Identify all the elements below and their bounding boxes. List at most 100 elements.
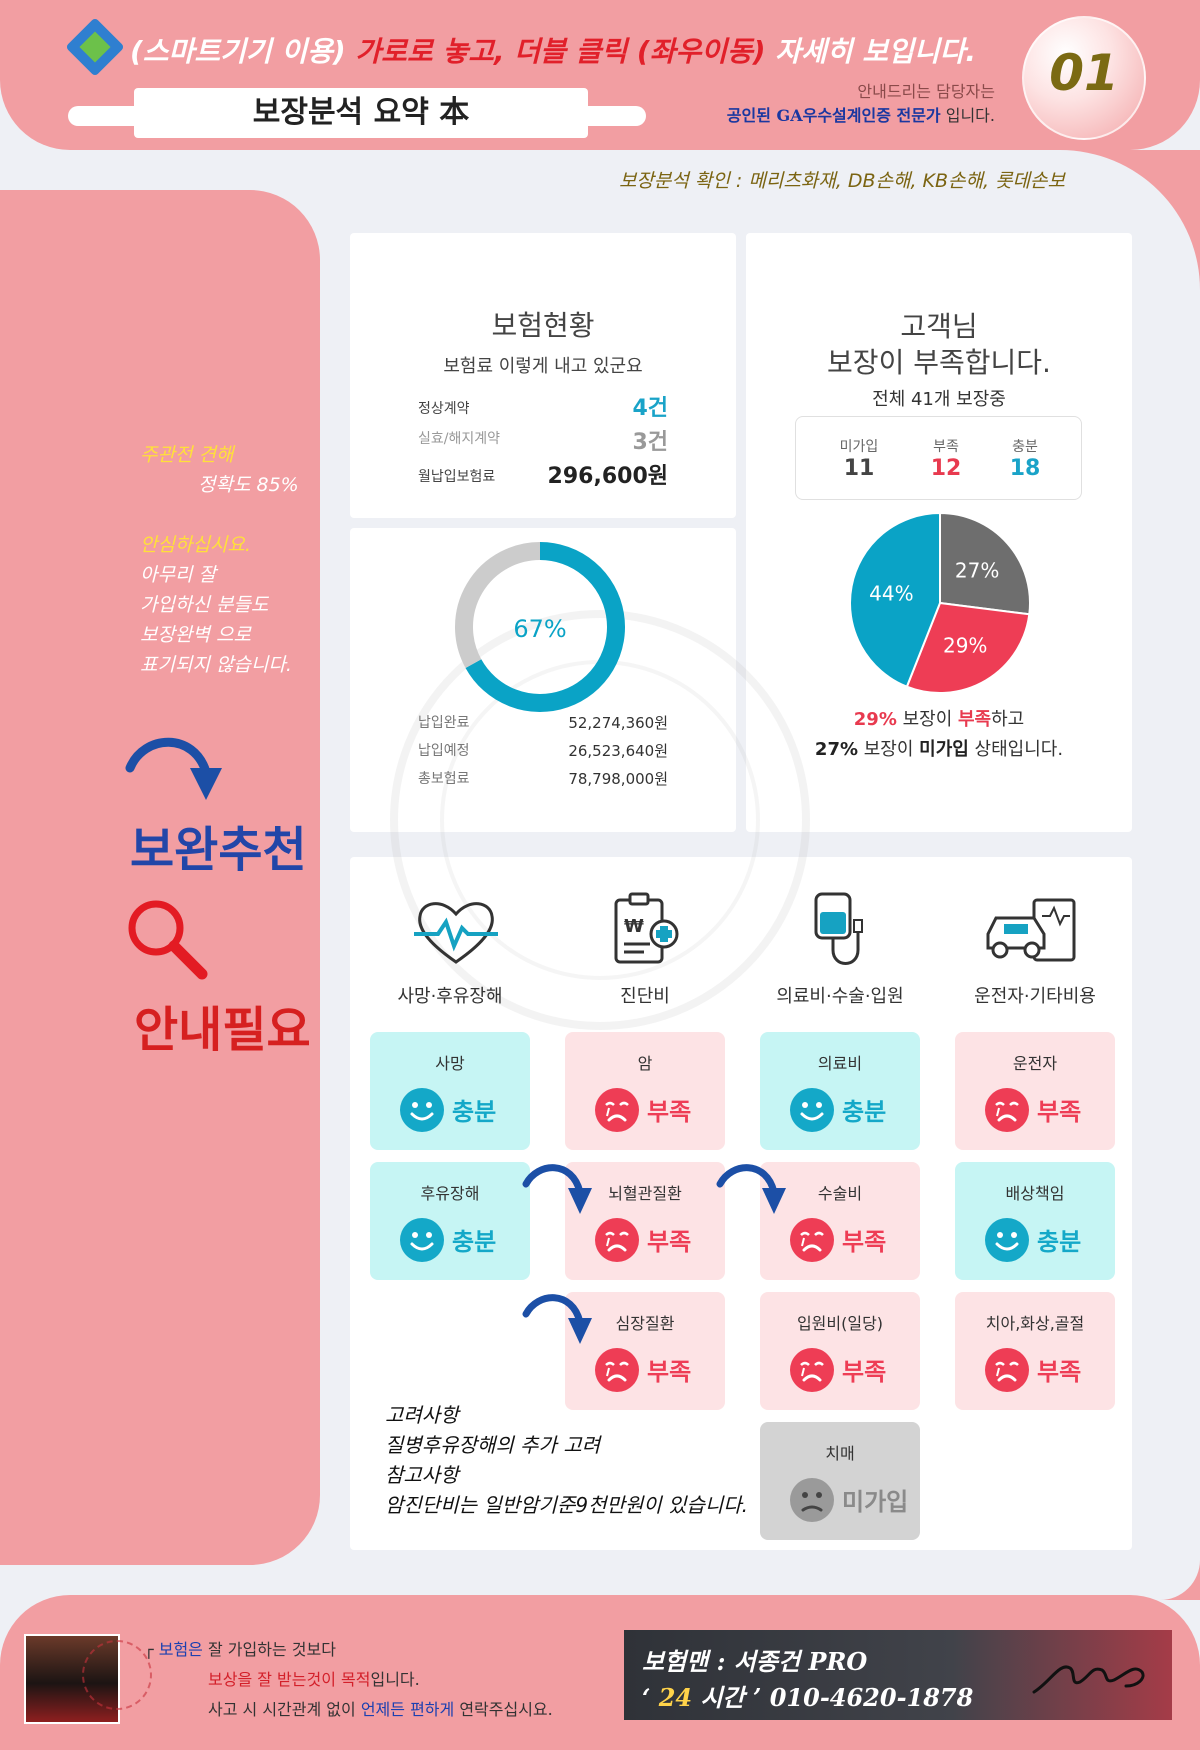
category-label: 운전자·기타비용 <box>974 986 1096 1007</box>
category-label: 진단비 <box>620 986 670 1007</box>
payment-donut-chart: 67% <box>455 542 625 712</box>
agent-phone[interactable]: ‘ 24 시간 ’ 010-4620-1878 <box>642 1683 974 1712</box>
category-label: 사망·후유장해 <box>397 986 503 1007</box>
agent-name: 보험맨 : 서종건 PRO <box>642 1647 868 1676</box>
car-document-icon <box>986 898 1076 962</box>
status-row-label: 정상계약 <box>418 401 470 417</box>
coverage-cell-surgery[interactable]: 수술비 부족 <box>760 1162 920 1280</box>
clipboard-medical-icon: ₩ <box>614 892 679 964</box>
agent-intro: 안내드리는 담당자는 <box>857 82 995 101</box>
coverage-cell-driver[interactable]: 운전자 부족 <box>955 1032 1115 1150</box>
donut-segment-납입예정 <box>455 542 541 668</box>
pie-value-label: 29% <box>943 634 987 658</box>
cell-title: 운전자 <box>1012 1054 1058 1073</box>
sidebar-note: 아무리 잘 가입하신 분들도 보장완벽 으로 표기되지 않습니다. <box>140 564 292 676</box>
coverage-cell-dental[interactable]: 치아,화상,골절 부족 <box>955 1292 1115 1410</box>
cell-status: 충분 <box>842 1098 887 1126</box>
customer-title: 고객님 <box>900 310 978 343</box>
sidebar-reassure: 안심하십시요. <box>140 534 251 556</box>
status-row-value: 296,600원 <box>547 464 668 489</box>
donut-segment-납입완료 <box>465 542 625 712</box>
cell-status: 부족 <box>647 1358 692 1386</box>
coverage-cell-dementia[interactable]: 치매 미가입 <box>760 1422 920 1540</box>
payment-row-value: 78,798,000원 <box>568 770 668 788</box>
payment-row-value: 26,523,640원 <box>568 742 668 760</box>
curved-arrow-icon <box>125 737 222 800</box>
pie-slice-부족 <box>905 601 1031 694</box>
coverage-cell-disability[interactable]: 후유장해 충분 <box>370 1162 530 1280</box>
cell-title: 치매 <box>825 1444 855 1463</box>
heartbeat-icon <box>414 902 498 964</box>
coverage-cell-cancer[interactable]: 암 부족 <box>565 1032 725 1150</box>
page-number: 01 <box>1049 44 1119 102</box>
stat-value: 11 <box>843 456 875 481</box>
neutral-face-icon <box>790 1478 834 1522</box>
coverage-cell-heart[interactable]: 심장질환 부족 <box>565 1292 725 1410</box>
cell-status: 부족 <box>842 1358 887 1386</box>
recommend-label: 보완추천 <box>130 822 307 878</box>
cell-title: 뇌혈관질환 <box>608 1184 682 1203</box>
sad-face-icon <box>595 1348 639 1392</box>
customer-title-2: 보장이 부족합니다. <box>827 346 1051 379</box>
coverage-cell-liability[interactable]: 배상책임 충분 <box>955 1162 1115 1280</box>
coverage-cell-hospital[interactable]: 입원비(일당) 부족 <box>760 1292 920 1410</box>
page-number-bubble <box>1022 16 1146 140</box>
stat-value: 18 <box>1009 456 1041 481</box>
cell-title: 사망 <box>435 1054 465 1073</box>
status-row-label: 실효/해지계약 <box>418 431 500 447</box>
insurance-status-panel <box>350 233 736 518</box>
sidebar-opinion: 주관전 견해 <box>140 444 234 466</box>
pie-value-label: 27% <box>955 558 999 582</box>
analysis-companies: 보장분석 확인 : 메리츠화재, DB손해, KB손해, 롯데손보 <box>618 170 1065 192</box>
cell-status: 미가입 <box>842 1488 909 1516</box>
cell-title: 배상책임 <box>1005 1184 1065 1203</box>
smile-face-icon <box>985 1218 1029 1262</box>
need-guide-label: 안내필요 <box>134 1002 311 1058</box>
coverage-cell-death[interactable]: 사망 충분 <box>370 1032 530 1150</box>
smile-face-icon <box>400 1218 444 1262</box>
svg-text:₩: ₩ <box>624 916 644 937</box>
cell-status: 부족 <box>647 1228 692 1256</box>
cell-status: 충분 <box>1037 1228 1082 1256</box>
footer-line-2: 보상을 잘 받는것이 목적입니다. <box>208 1670 420 1689</box>
pie-value-label: 44% <box>869 582 913 606</box>
footer-line-1: ┌ 보험은 잘 가입하는 것보다 <box>144 1640 336 1659</box>
cell-title: 치아,화상,골절 <box>985 1314 1085 1333</box>
watermark-seal <box>390 610 810 1030</box>
stat-label: 미가입 <box>839 439 879 455</box>
cell-title: 수술비 <box>817 1184 863 1203</box>
coverage-stat-box <box>795 416 1082 500</box>
sidebar-pill <box>0 190 320 1565</box>
cell-status: 부족 <box>1037 1358 1082 1386</box>
header-instruction: (스마트기기 이용) 가로로 놓고, 더블 클릭 (좌우이동) 자세히 보입니다… <box>130 35 976 68</box>
coverage-cell-medical[interactable]: 의료비 충분 <box>760 1032 920 1150</box>
status-row-value: 4건 <box>632 396 668 421</box>
curved-arrow-icon <box>522 1164 592 1214</box>
cell-title: 암 <box>637 1054 653 1073</box>
payment-row-label: 총보험료 <box>418 771 470 787</box>
status-row-label: 월납입보험료 <box>418 469 496 485</box>
footer-line-3: 사고 시 시간관계 없이 언제든 편하게 연락주십시요. <box>208 1700 553 1719</box>
coverage-cell-stroke[interactable]: 뇌혈관질환 부족 <box>565 1162 725 1280</box>
coverage-pie-chart: 27% 29% 44% <box>849 511 1031 694</box>
agent-credential: 공인된 GA우수설계인증 전문가 입니다. <box>726 106 995 125</box>
sad-face-icon <box>595 1218 639 1262</box>
sad-face-icon <box>985 1348 1029 1392</box>
cell-title: 의료비 <box>817 1054 863 1073</box>
signature-mark <box>1032 1665 1145 1694</box>
consideration-notes: 고려사항 질병후유장해의 추가 고려 참고사항 암진단비는 일반암기준9천만원이… <box>385 1403 748 1517</box>
customer-subtitle: 전체 41개 보장중 <box>872 389 1006 410</box>
sad-face-icon <box>985 1088 1029 1132</box>
payment-row-label: 납입예정 <box>418 743 470 759</box>
sad-face-icon <box>790 1218 834 1262</box>
pie-summary-2: 27% 보장이 미가입 상태입니다. <box>814 739 1064 760</box>
stat-label: 부족 <box>933 439 959 455</box>
cell-status: 부족 <box>647 1098 692 1126</box>
cell-status: 부족 <box>1037 1098 1082 1126</box>
smile-face-icon <box>400 1088 444 1132</box>
contact-card[interactable] <box>624 1630 1172 1720</box>
sad-face-icon <box>790 1348 834 1392</box>
status-title: 보험현황 <box>491 309 595 342</box>
status-row-value: 3건 <box>632 430 668 455</box>
cell-status: 부족 <box>842 1228 887 1256</box>
